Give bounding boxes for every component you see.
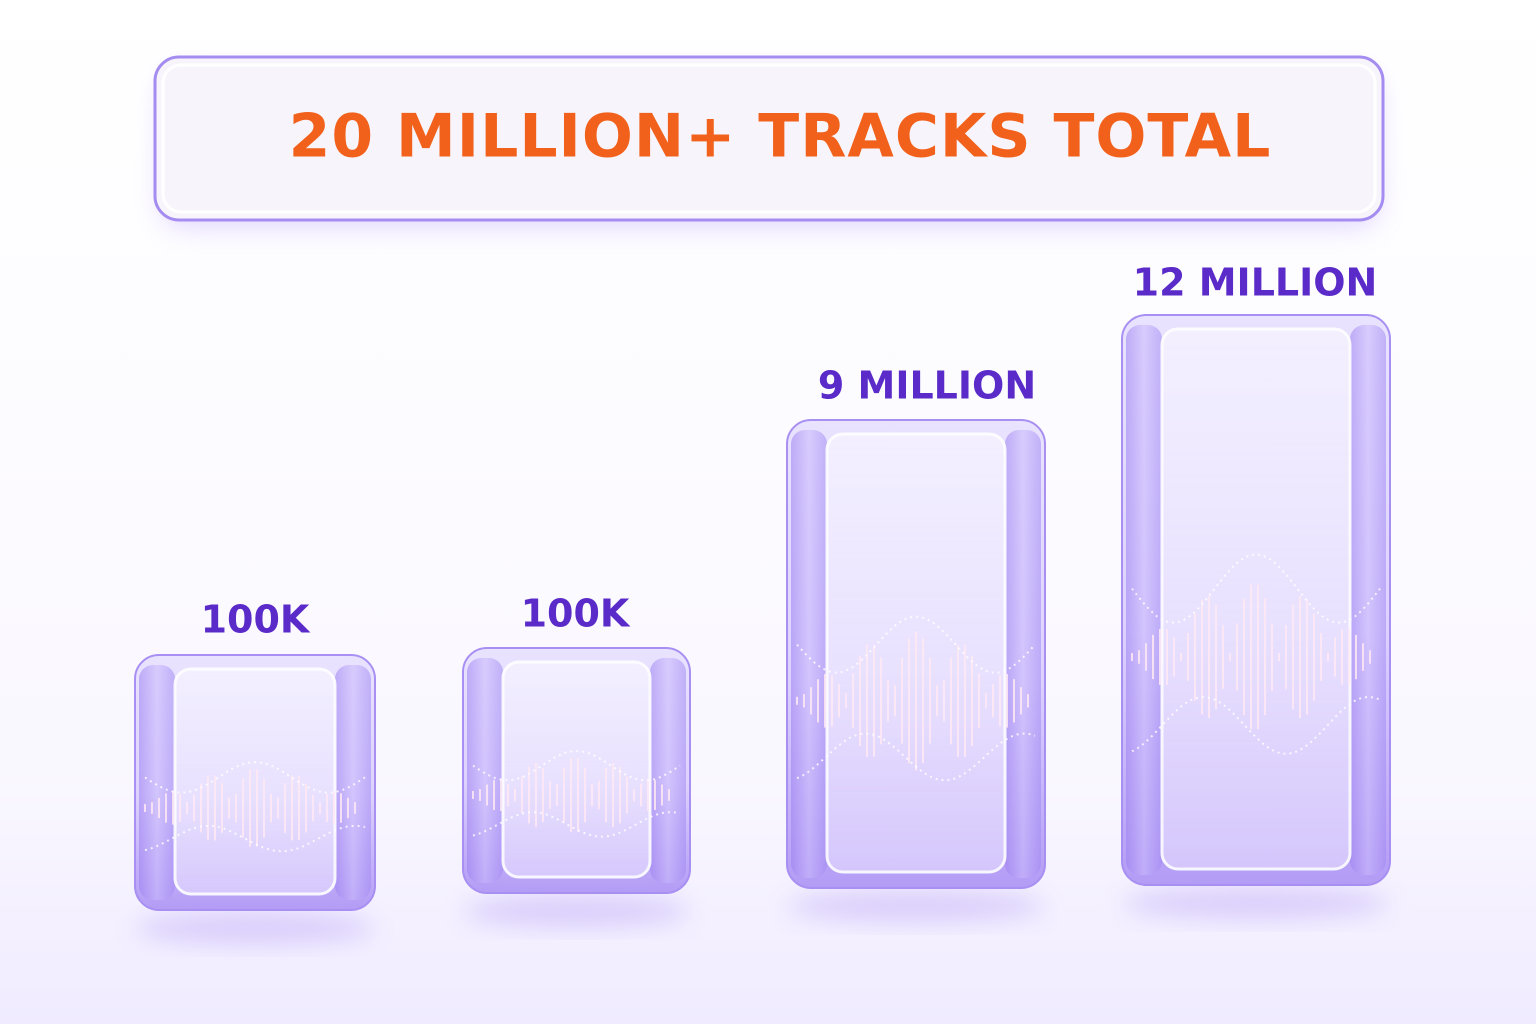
glass-block bbox=[134, 654, 376, 944]
block-label: 100K bbox=[201, 598, 311, 642]
glass-block bbox=[786, 419, 1046, 922]
wave-line bbox=[144, 761, 366, 794]
glass-block bbox=[1121, 314, 1391, 919]
block-side bbox=[467, 658, 503, 883]
title-panel bbox=[153, 55, 1385, 222]
block-side bbox=[650, 658, 686, 883]
reflection bbox=[787, 890, 1045, 922]
reflection bbox=[1122, 887, 1390, 919]
block-side bbox=[335, 665, 371, 900]
wave-line bbox=[796, 732, 1036, 782]
block-label: 12 MILLION bbox=[1133, 261, 1378, 305]
block-face bbox=[501, 660, 652, 879]
block-side bbox=[1350, 325, 1386, 875]
title: 20 MILLION+ TRACKS TOTAL bbox=[289, 102, 1272, 172]
reflection bbox=[135, 912, 375, 944]
wave-line bbox=[472, 749, 681, 782]
wave-line bbox=[1131, 553, 1381, 624]
glass-block bbox=[462, 647, 691, 927]
block-side bbox=[1005, 430, 1041, 878]
block-face bbox=[1160, 327, 1352, 871]
wave-line bbox=[796, 615, 1036, 674]
block-face bbox=[173, 667, 337, 896]
blocks bbox=[134, 314, 1391, 944]
block-label: 9 MILLION bbox=[818, 364, 1036, 408]
block-side bbox=[791, 430, 827, 878]
reflection bbox=[463, 895, 690, 927]
block-label: 100K bbox=[521, 592, 631, 636]
title-panel-highlight bbox=[161, 63, 1377, 214]
block-side bbox=[1126, 325, 1162, 875]
block-side bbox=[139, 665, 175, 900]
wave-line bbox=[472, 811, 681, 838]
